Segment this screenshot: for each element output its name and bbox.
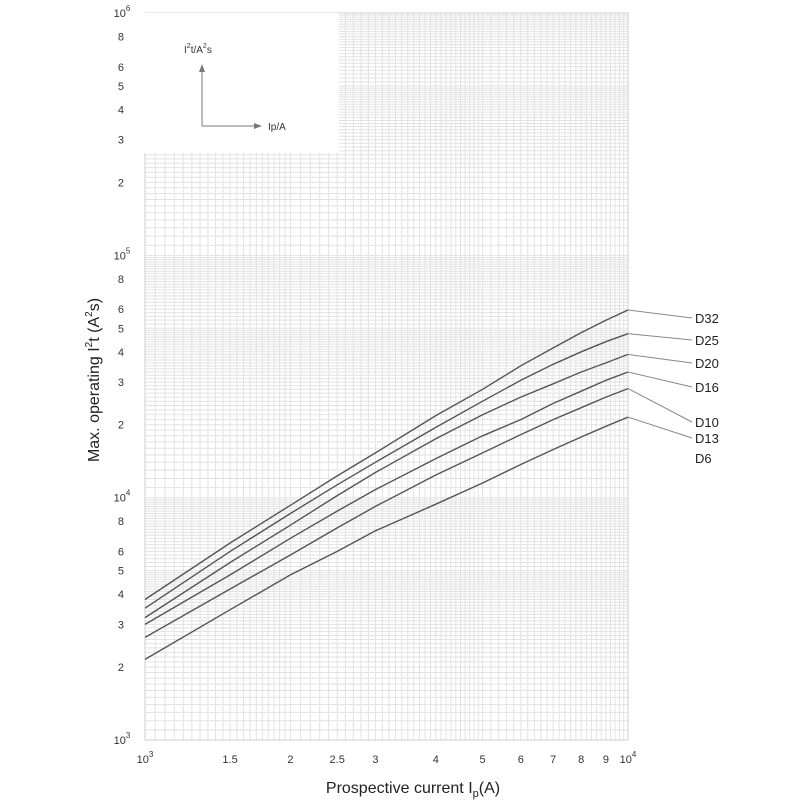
leader-line-d20 [627,353,693,364]
leader-line-d32 [627,309,693,319]
y-tick-label: 2 [118,420,124,432]
y-tick-label: 3 [118,135,124,147]
y-tick-label: 8 [118,516,124,528]
y-tick-label: 4 [118,104,124,116]
y-tick-label: 103 [114,731,131,747]
x-tick-label: 1.5 [222,754,237,766]
x-tick-label: 8 [578,754,584,766]
leader-line-d10 [627,388,693,423]
y-tick-label: 6 [118,62,124,74]
label-leader-lines [627,309,693,439]
x-axis-title: Prospective current Ip(A) [326,780,500,800]
x-tick-label: 7 [550,754,556,766]
x-tick-label: 6 [518,754,524,766]
curve-d20 [144,353,629,619]
leader-line-d13 [627,416,693,439]
x-tick-label: 103 [137,750,154,766]
curve-label-d25: D25 [695,333,719,348]
x-tick-label: 2.5 [330,754,345,766]
x-tick-label: 2 [287,754,293,766]
curve-label-d32: D32 [695,311,719,326]
curve-layer [144,309,629,661]
y-tick-label: 2 [118,177,124,189]
inset-x-arrow [254,123,262,129]
curve-d16 [144,371,629,626]
x-tick-labels: 103 1.5 2 2.5 3 4 5 6 7 8 9 104 [137,750,637,766]
curve-label-d10: D10 [695,415,719,430]
y-tick-label: 106 [114,4,131,20]
inset-legend-box [143,13,339,153]
leader-line-d16 [627,371,693,388]
y-axis-title: Max. operating I2t (A2s) [84,298,103,462]
x-tick-label: 104 [620,750,637,766]
y-tick-label: 8 [118,31,124,43]
inset-y-label: I2t/A2s [184,43,212,56]
y-tick-label: 3 [118,377,124,389]
inset-axes-diagram: I2t/A2s Ip/A [184,43,286,133]
curve-label-d6: D6 [695,451,712,466]
curve-label-d16: D16 [695,380,719,395]
curve-d10 [144,416,629,661]
curve-label-d20: D20 [695,356,719,371]
curve-d25 [144,333,629,609]
y-tick-label: 6 [118,304,124,316]
x-tick-label: 5 [480,754,486,766]
inset-x-label: Ip/A [268,122,286,133]
y-tick-label: 2 [118,662,124,674]
curve-d13 [144,387,629,639]
y-tick-label: 8 [118,274,124,286]
y-tick-label: 4 [118,589,124,601]
x-tick-label: 4 [433,754,439,766]
y-tick-label: 105 [114,246,131,262]
y-tick-label: 104 [114,489,131,505]
plot-frame [144,12,629,741]
y-tick-label: 5 [118,81,124,93]
y-tick-label: 6 [118,546,124,558]
curve-d32 [144,309,629,601]
y-tick-label: 3 [118,619,124,631]
y-tick-label: 4 [118,347,124,359]
curve-label-d13: D13 [695,431,719,446]
inset-y-arrow [199,64,205,72]
y-tick-labels: 103 2 3 4 5 6 8 104 2 3 4 5 6 8 105 2 3 4 5 6 8 106 [114,4,131,747]
y-tick-label: 5 [118,323,124,335]
y-tick-label: 5 [118,566,124,578]
x-tick-label: 3 [372,754,378,766]
x-tick-label: 9 [603,754,609,766]
leader-line-d25 [627,333,693,341]
